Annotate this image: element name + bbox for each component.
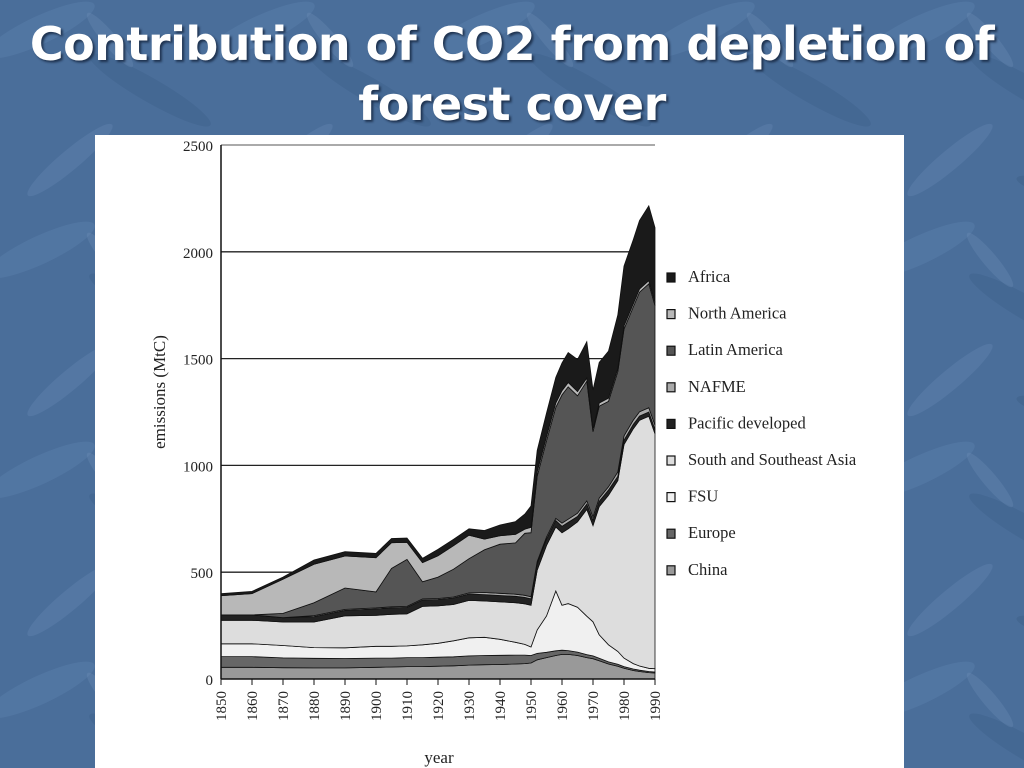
legend-swatch-pacific-developed [666, 418, 676, 429]
x-tick-label-1920: 1920 [431, 691, 447, 721]
legend-swatch-south-and-southeast-asia [666, 455, 676, 466]
y-tick-label-500: 500 [191, 566, 214, 582]
x-tick-label-1990: 1990 [648, 691, 664, 721]
legend-label-latin-america: Latin America [688, 340, 784, 359]
legend-swatch-china [666, 565, 676, 576]
x-tick-label-1870: 1870 [276, 691, 292, 721]
area-series-africa [220, 204, 656, 597]
legend-swatch-fsu [666, 492, 676, 503]
x-tick-labels: 1850 1860 1870 1880 1890 1900 1910 1920 1930 1940… [214, 691, 664, 721]
legend-swatch-africa [666, 272, 676, 283]
legend-label-fsu: FSU [688, 487, 718, 506]
stacked-area-chart: 0 500 1000 1500 2000 2500 1850 1860 1870 1880 189… [150, 139, 857, 767]
x-tick-label-1970: 1970 [586, 691, 602, 721]
x-tick-label-1850: 1850 [214, 691, 230, 721]
x-tick-label-1860: 1860 [245, 691, 261, 721]
legend-label-europe: Europe [688, 523, 736, 542]
x-tick-label-1950: 1950 [524, 691, 540, 721]
legend-label-pacific-developed: Pacific developed [688, 413, 806, 432]
y-tick-label-1000: 1000 [183, 459, 213, 475]
x-tick-label-1960: 1960 [555, 691, 571, 721]
chart-panel: 0 500 1000 1500 2000 2500 1850 1860 1870 1880 189… [95, 135, 904, 768]
slide-title: Contribution of CO2 from depletion of fo… [29, 17, 995, 131]
legend-swatch-europe [666, 528, 676, 539]
x-tick-label-1930: 1930 [462, 691, 478, 721]
y-tick-label-2500: 2500 [183, 139, 213, 155]
y-axis-label: emissions (MtC) [150, 335, 169, 449]
x-tick-label-1890: 1890 [338, 691, 354, 721]
legend-label-north-america: North America [688, 304, 787, 323]
x-axis-label: year [424, 748, 454, 767]
legend-swatch-nafme [666, 382, 676, 393]
y-tick-label-0: 0 [206, 673, 214, 689]
legend-label-china: China [688, 560, 728, 579]
axes [220, 145, 656, 685]
legend-label-africa: Africa [688, 267, 731, 286]
x-tick-label-1880: 1880 [307, 691, 323, 721]
x-tick-label-1910: 1910 [400, 691, 416, 721]
legend: Africa North America Latin America NAFME Pac… [666, 267, 857, 579]
legend-label-south-and-southeast-asia: South and Southeast Asia [688, 450, 857, 469]
x-tick-label-1940: 1940 [493, 691, 509, 721]
x-tick-label-1980: 1980 [617, 691, 633, 721]
legend-label-nafme: NAFME [688, 377, 746, 396]
legend-swatch-north-america [666, 309, 676, 320]
y-tick-label-1500: 1500 [183, 353, 213, 369]
legend-swatch-latin-america [666, 345, 676, 356]
y-tick-label-2000: 2000 [183, 246, 213, 262]
x-tick-label-1900: 1900 [369, 691, 385, 721]
area-series-group [220, 204, 656, 680]
y-tick-labels: 0 500 1000 1500 2000 2500 [183, 139, 213, 689]
